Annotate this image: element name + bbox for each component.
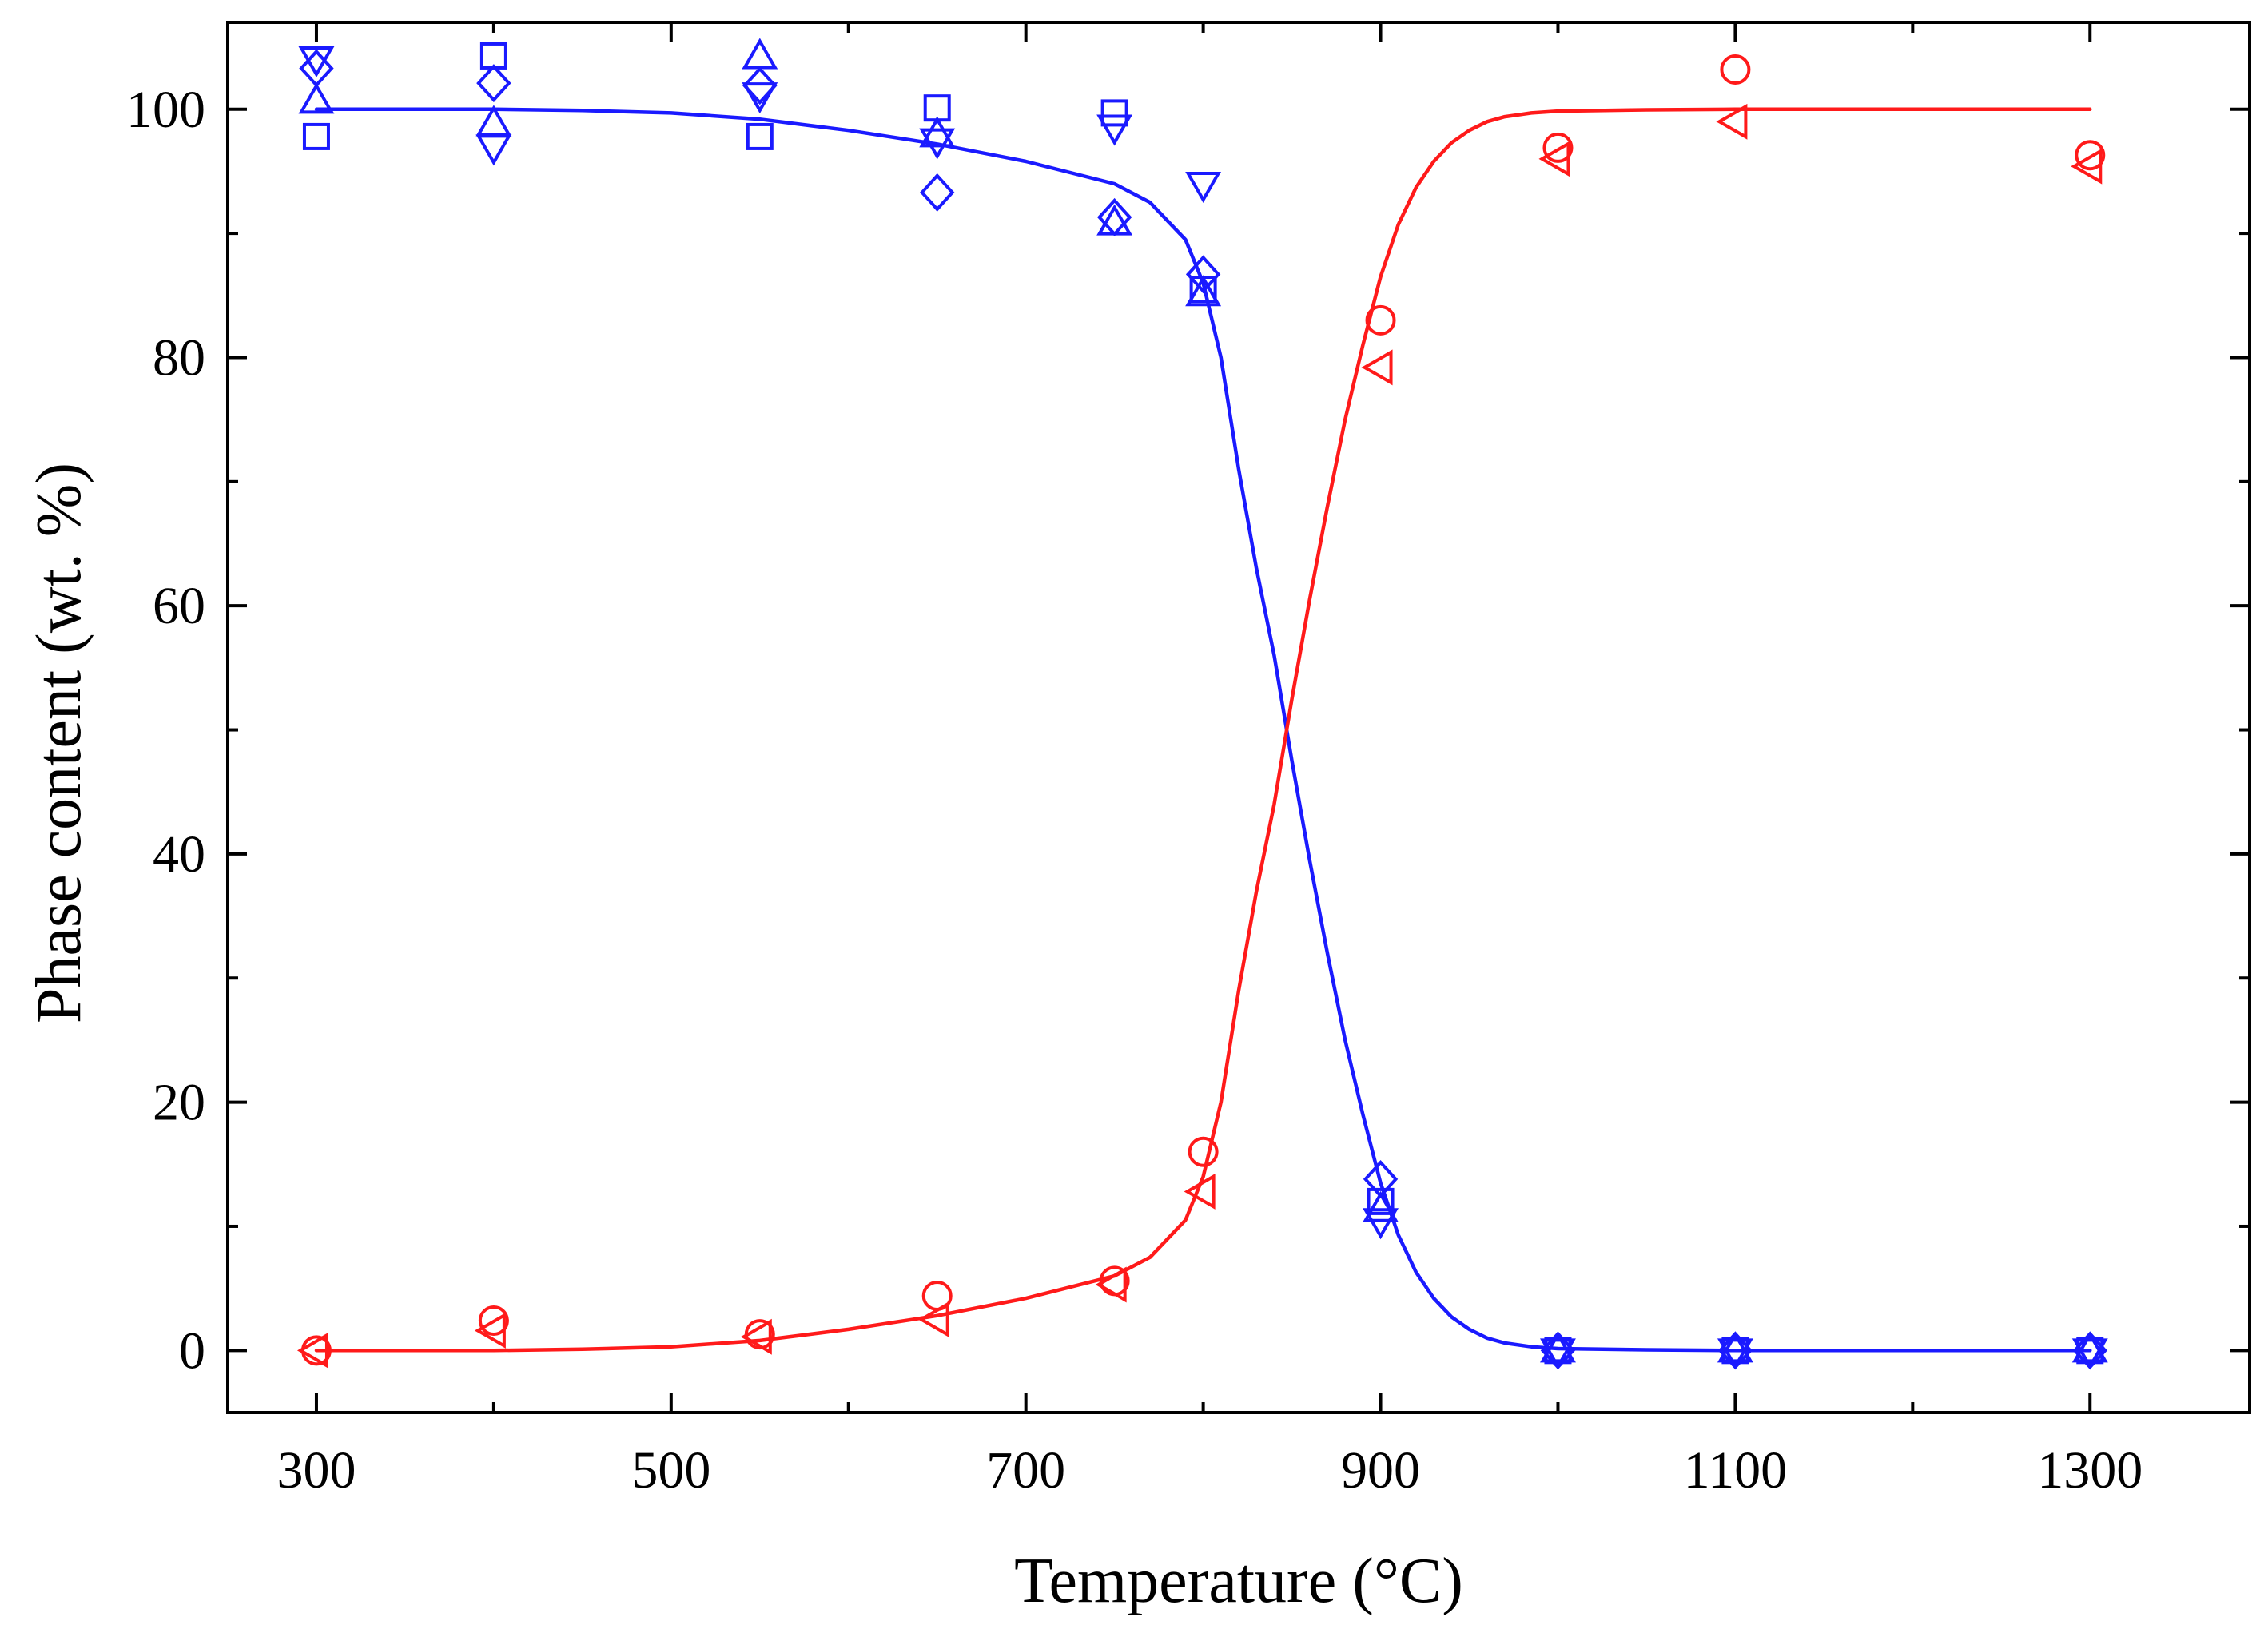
blue-triangle-down-marker <box>1363 1208 1399 1240</box>
blue-triangle-up-marker <box>475 105 512 137</box>
blue-triangle-up-marker <box>298 82 335 114</box>
blue-diamond-marker <box>1185 255 1221 294</box>
blue-square-marker <box>302 122 330 150</box>
blue-triangle-down-marker <box>2071 1338 2108 1370</box>
red-triangle-left-marker <box>1184 1174 1216 1210</box>
red-circle-marker <box>1720 54 1751 85</box>
y-tick-label: 80 <box>153 328 205 387</box>
red-circle-marker <box>1188 1136 1219 1167</box>
red-triangle-left-marker <box>1361 349 1393 386</box>
plot-frame <box>226 21 2251 1414</box>
red-triangle-left-marker <box>474 1313 506 1349</box>
blue-diamond-marker <box>1363 1159 1399 1198</box>
blue-diamond-marker <box>1717 1331 1753 1370</box>
blue-square-marker <box>1367 1187 1395 1215</box>
blue-triangle-up-marker <box>1540 1331 1576 1363</box>
red-triangle-left-marker <box>740 1318 772 1355</box>
blue-triangle-up-marker <box>1185 275 1222 307</box>
axis-ticks <box>228 22 2250 1412</box>
tick-labels: 300 500 700 900 1100 1300 0 20 40 60 80 100 <box>126 81 2143 1500</box>
red-circle-marker <box>2075 140 2106 171</box>
x-tick-label: 700 <box>986 1441 1065 1500</box>
blue-triangle-down-marker <box>1717 1338 1753 1370</box>
blue-triangle-down-marker <box>919 128 956 160</box>
blue-triangle-down-marker <box>1540 1338 1576 1370</box>
red-triangle-left-marker <box>1095 1266 1127 1303</box>
x-tick-label: 900 <box>1341 1441 1420 1500</box>
y-tick-label: 0 <box>179 1321 205 1380</box>
red-circle-marker <box>1365 304 1396 336</box>
blue-square-marker <box>1100 99 1128 127</box>
red-fit-curve <box>314 107 2092 1353</box>
red-triangle-left-marker <box>1538 141 1570 177</box>
blue-triangle-down-marker <box>1185 171 1222 203</box>
blue-diamond-marker <box>742 66 778 105</box>
blue-square-marker <box>746 122 774 150</box>
x-tick-label: 500 <box>631 1441 710 1500</box>
y-tick-label: 20 <box>153 1074 205 1132</box>
y-tick-label: 40 <box>153 825 205 884</box>
x-tick-label: 1300 <box>2037 1441 2143 1500</box>
red-triangle-left-marker <box>296 1332 328 1369</box>
blue-diamond-marker <box>1540 1331 1576 1370</box>
blue-triangle-up-marker <box>1717 1331 1753 1363</box>
y-axis-label: Phase content (wt. %) <box>24 463 94 1023</box>
y-tick-label: 60 <box>153 577 205 635</box>
blue-diamond-marker <box>299 49 334 88</box>
blue-triangle-up-marker <box>742 38 778 70</box>
red-circle-marker <box>1542 132 1574 163</box>
blue-diamond-marker <box>920 173 955 212</box>
x-tick-label: 300 <box>277 1441 356 1500</box>
fit-curves <box>314 107 2092 1353</box>
data-markers <box>296 38 2108 1370</box>
blue-triangle-down-marker <box>742 82 778 114</box>
blue-triangle-down-marker <box>1096 114 1133 146</box>
blue-triangle-down-marker <box>475 134 512 166</box>
blue-diamond-marker <box>476 64 511 103</box>
red-triangle-left-marker <box>2071 148 2103 185</box>
red-triangle-left-marker <box>1716 103 1748 140</box>
y-tick-label: 100 <box>126 81 205 139</box>
blue-diamond-marker <box>2072 1331 2107 1370</box>
red-circle-marker <box>478 1305 509 1337</box>
x-axis-label: Temperature (°C) <box>1014 1546 1463 1616</box>
blue-triangle-up-marker <box>1363 1190 1399 1222</box>
blue-fit-curve <box>314 107 2092 1353</box>
blue-triangle-up-marker <box>2071 1331 2108 1363</box>
blue-diamond-marker <box>1096 197 1132 236</box>
blue-triangle-up-marker <box>919 116 956 148</box>
x-tick-label: 1100 <box>1684 1441 1788 1500</box>
red-triangle-left-marker <box>917 1301 949 1337</box>
